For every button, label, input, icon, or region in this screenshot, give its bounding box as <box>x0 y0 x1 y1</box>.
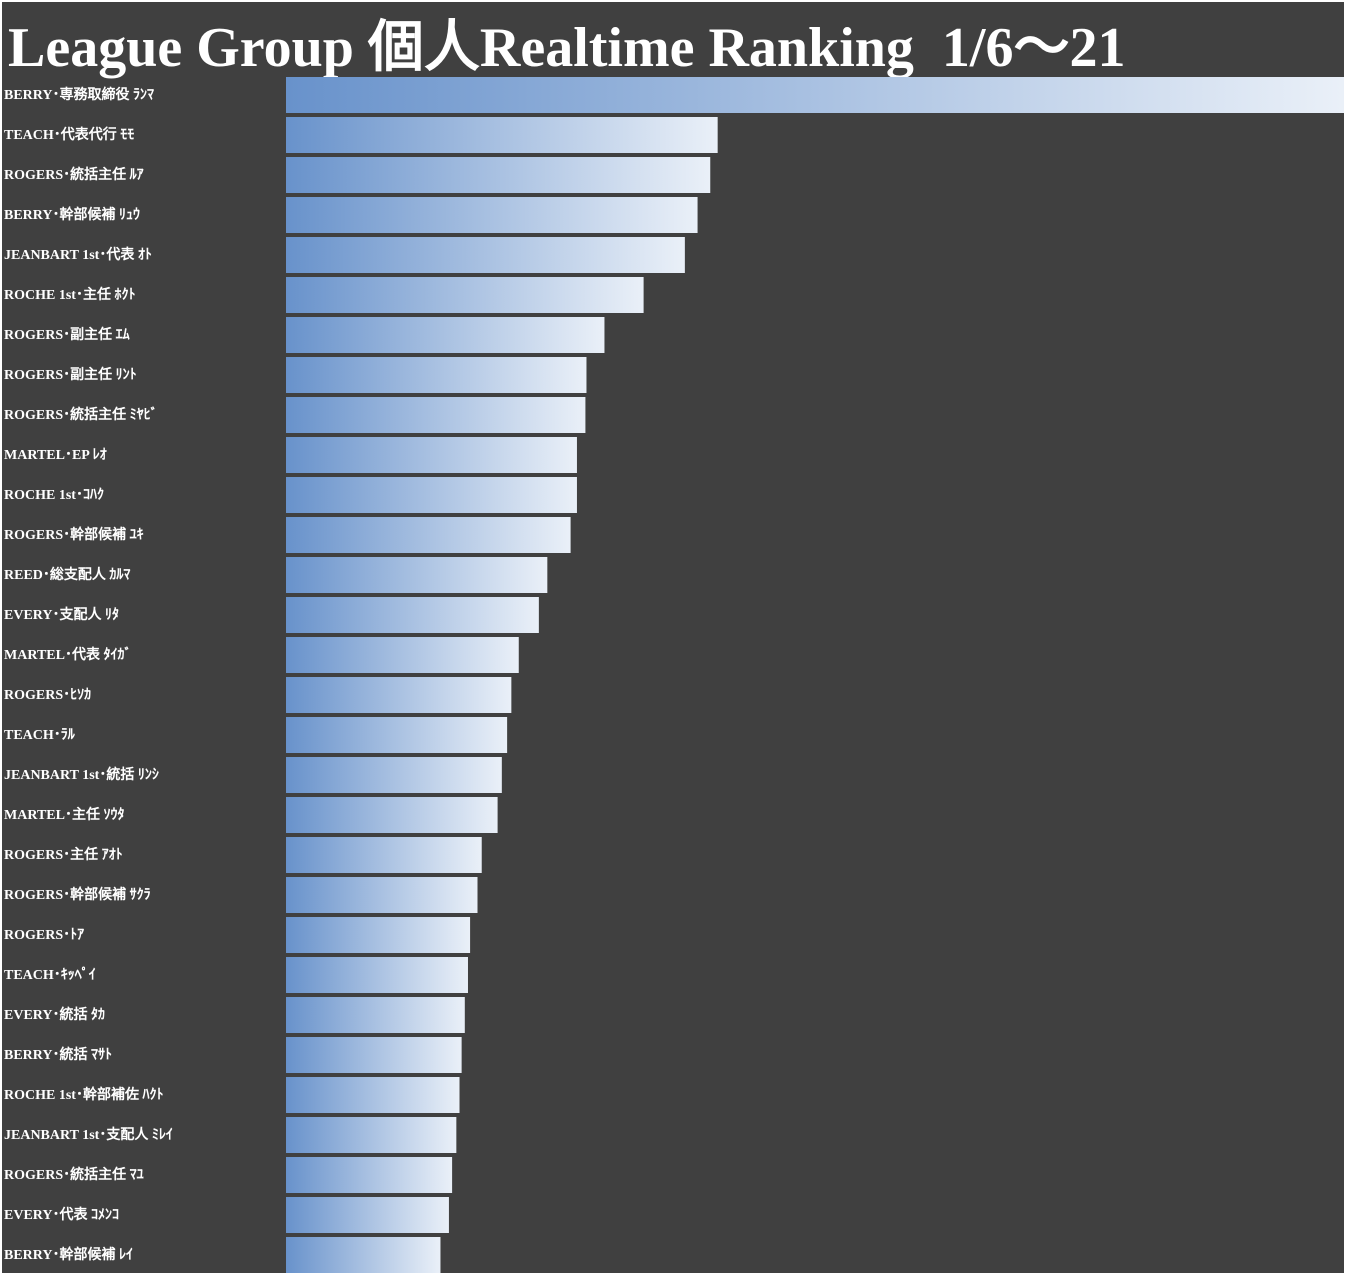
category-label: ROGERS･ﾄｱ <box>4 928 84 943</box>
category-label: ROGERS･主任 ｱｵﾄ <box>4 846 123 863</box>
chart-title: League Group 個人Realtime Ranking 1/6～21 <box>8 17 1125 79</box>
bar <box>286 1117 457 1153</box>
bar <box>286 77 1344 113</box>
category-label: TEACH･代表代行 ﾓﾓ <box>4 126 134 143</box>
bar <box>286 277 644 313</box>
category-label: ROGERS･統括主任 ﾏﾕ <box>4 1166 144 1183</box>
category-label: MARTEL･代表 ﾀｲｶﾞ <box>4 646 131 663</box>
bar <box>286 197 698 233</box>
category-label: ROGERS･幹部候補 ﾕｷ <box>4 526 144 543</box>
category-label: ROCHE 1st･幹部補佐 ﾊｸﾄ <box>4 1086 163 1103</box>
category-label: ROGERS･副主任 ｴﾑ <box>4 326 130 343</box>
bar <box>286 717 508 753</box>
category-label: BERRY･専務取締役 ﾗﾝﾏ <box>4 86 154 103</box>
bar <box>286 357 587 393</box>
category-label: ROGERS･幹部候補 ｻｸﾗ <box>4 886 151 903</box>
bar <box>286 1197 449 1233</box>
category-label: REED･総支配人 ｶﾙﾏ <box>4 566 130 583</box>
category-label: ROCHE 1st･ｺﾊｸ <box>4 487 104 503</box>
bar <box>286 1037 462 1073</box>
bar <box>286 877 478 913</box>
bar <box>286 1237 441 1273</box>
bar <box>286 157 711 193</box>
category-label: ROCHE 1st･主任 ﾎｸﾄ <box>4 286 135 303</box>
bar <box>286 757 502 793</box>
bar <box>286 317 605 353</box>
bar <box>286 517 571 553</box>
category-label: JEANBART 1st･代表 ｵﾄ <box>4 246 152 263</box>
bar <box>286 677 512 713</box>
bar <box>286 1077 460 1113</box>
bar <box>286 637 519 673</box>
category-label: ROGERS･ﾋｿｶ <box>4 687 91 703</box>
bar <box>286 797 498 833</box>
bar <box>286 557 548 593</box>
category-label: EVERY･統括 ﾀｶ <box>4 1006 105 1023</box>
category-label: EVERY･代表 ｺﾒﾝｺ <box>4 1206 119 1223</box>
bar <box>286 597 539 633</box>
category-label: BERRY･幹部候補 ﾘｭｳ <box>4 206 140 223</box>
bar <box>286 837 482 873</box>
bar <box>286 477 577 513</box>
category-label: JEANBART 1st･支配人 ﾐﾚｲ <box>4 1126 173 1143</box>
bar <box>286 957 468 993</box>
bar <box>286 237 685 273</box>
bar <box>286 117 718 153</box>
category-label: EVERY･支配人 ﾘﾀ <box>4 606 119 623</box>
category-label: MARTEL･EP ﾚｵ <box>4 447 107 463</box>
category-label: ROGERS･統括主任 ﾙｱ <box>4 166 144 183</box>
bar <box>286 997 465 1033</box>
category-label: TEACH･ｷｯﾍﾟｲ <box>4 966 96 983</box>
category-label: MARTEL･主任 ｿｳﾀ <box>4 806 124 823</box>
category-label: ROGERS･統括主任 ﾐﾔﾋﾞ <box>4 406 158 423</box>
bar <box>286 1157 453 1193</box>
category-label: JEANBART 1st･統括 ﾘﾝｼ <box>4 766 159 783</box>
category-label: ROGERS･副主任 ﾘﾝﾄ <box>4 366 137 383</box>
category-label: TEACH･ﾗﾙ <box>4 728 76 743</box>
bar <box>286 437 577 473</box>
bar <box>286 917 471 953</box>
category-label: BERRY･幹部候補 ﾚｲ <box>4 1246 133 1263</box>
category-label: BERRY･統括 ﾏｻﾄ <box>4 1046 112 1063</box>
bar <box>286 397 586 433</box>
